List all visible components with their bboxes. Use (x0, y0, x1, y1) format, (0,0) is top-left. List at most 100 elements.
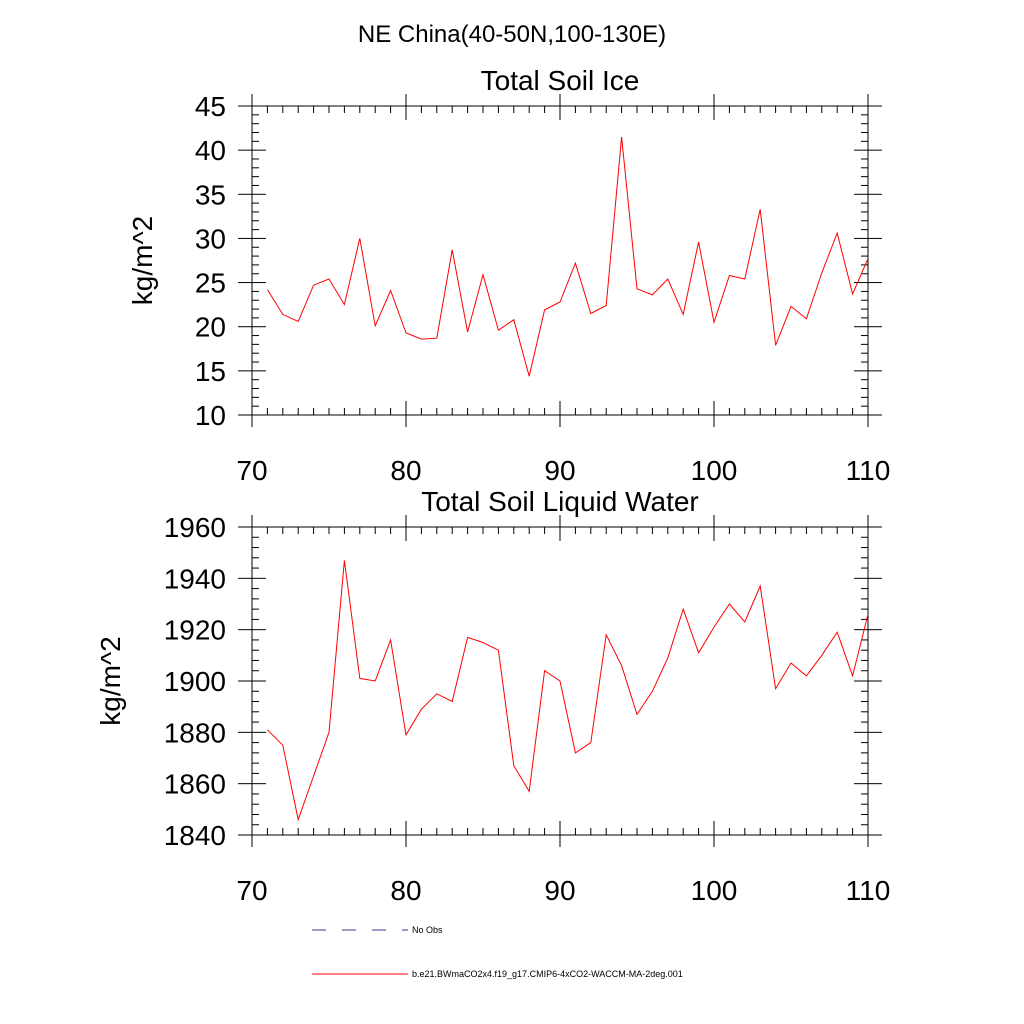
total-soil-ice-data-point-108 (834, 230, 840, 236)
total-soil-ice-data-point-109 (850, 291, 856, 297)
total-soil-ice-data-point-83 (449, 247, 455, 253)
total-soil-liquid-water-data-point-75 (326, 729, 332, 735)
total-soil-liquid-water-data-point-88 (526, 788, 532, 794)
total-soil-liquid-water-data-point-86 (495, 647, 501, 653)
total-soil-liquid-water-x-tick-label-70: 70 (236, 875, 267, 906)
total-soil-ice-data-point-88 (526, 373, 532, 379)
total-soil-ice-data-point-78 (372, 323, 378, 329)
total-soil-ice-data-point-93 (603, 303, 609, 309)
total-soil-ice-data-point-71 (264, 287, 270, 293)
total-soil-liquid-water-data-point-102 (742, 619, 748, 625)
total-soil-ice-data-point-72 (280, 311, 286, 317)
total-soil-liquid-water-data-point-97 (665, 655, 671, 661)
total-soil-ice-data-point-91 (572, 260, 578, 266)
total-soil-ice-plot-frame (251, 105, 869, 416)
legend-label-no-obs: No Obs (412, 925, 443, 935)
total-soil-liquid-water-data-point-81 (418, 706, 424, 712)
total-soil-liquid-water-data-point-83 (449, 699, 455, 705)
total-soil-liquid-water-data-point-107 (819, 652, 825, 658)
total-soil-ice-x-tick-label-70: 70 (236, 455, 267, 486)
total-soil-ice-data-point-100 (711, 319, 717, 325)
total-soil-ice-data-point-84 (465, 329, 471, 335)
total-soil-liquid-water-data-point-82 (434, 691, 440, 697)
total-soil-liquid-water-data-point-84 (465, 634, 471, 640)
total-soil-ice-y-tick-label-35: 35 (195, 179, 226, 210)
total-soil-liquid-water-data-point-87 (511, 763, 517, 769)
total-soil-ice-data-point-85 (480, 272, 486, 278)
total-soil-ice-x-tick-label-90: 90 (544, 455, 575, 486)
total-soil-liquid-water-data-point-105 (788, 660, 794, 666)
total-soil-liquid-water-y-tick-label-1840: 1840 (164, 820, 226, 851)
total-soil-liquid-water-data-point-72 (280, 742, 286, 748)
total-soil-liquid-water-data-point-76 (341, 557, 347, 563)
total-soil-ice-data-point-82 (434, 335, 440, 341)
total-soil-ice-data-point-103 (757, 206, 763, 212)
legend: No Obs b.e21.BWmaCO2x4.f19_g17.CMIP6-4xC… (312, 925, 683, 979)
total-soil-liquid-water-y-tick-label-1920: 1920 (164, 615, 226, 646)
total-soil-ice-data-point-95 (634, 286, 640, 292)
total-soil-ice-x-tick-label-110: 110 (846, 455, 891, 486)
total-soil-liquid-water-data-point-71 (264, 727, 270, 733)
chart-panel-soil-ice: Total Soil Ice kg/m^2 70 80 90 100 110 10 15 20 25… (127, 65, 890, 486)
total-soil-liquid-water-y-tick-label-1900: 1900 (164, 666, 226, 697)
total-soil-ice-data-point-87 (511, 317, 517, 323)
total-soil-liquid-water-data-point-92 (588, 740, 594, 746)
total-soil-liquid-water-data-point-73 (295, 817, 301, 823)
total-soil-liquid-water-data-point-79 (388, 637, 394, 643)
total-soil-ice-series-line-0 (266, 136, 869, 377)
total-soil-ice-data-point-86 (495, 327, 501, 333)
total-soil-ice-data-point-75 (326, 276, 332, 282)
total-soil-liquid-water-x-tick-label-80: 80 (390, 875, 421, 906)
total-soil-liquid-water-data-point-94 (619, 663, 625, 669)
total-soil-liquid-water-title: Total Soil Liquid Water (421, 486, 699, 517)
total-soil-ice-x-tick-label-100: 100 (691, 455, 738, 486)
total-soil-ice-data-point-76 (341, 302, 347, 308)
total-soil-liquid-water-data-point-96 (649, 688, 655, 694)
total-soil-liquid-water-data-point-106 (803, 673, 809, 679)
total-soil-liquid-water-data-point-90 (557, 678, 563, 684)
total-soil-liquid-water-x-tick-label-110: 110 (846, 875, 891, 906)
total-soil-liquid-water-x-tick-label-100: 100 (691, 875, 738, 906)
total-soil-ice-data-point-90 (557, 299, 563, 305)
total-soil-ice-data-point-102 (742, 276, 748, 282)
total-soil-liquid-water-data-point-98 (680, 606, 686, 612)
total-soil-liquid-water-x-tick-label-90: 90 (544, 875, 575, 906)
total-soil-ice-y-tick-label-20: 20 (195, 312, 226, 343)
total-soil-ice-y-tick-label-45: 45 (195, 91, 226, 122)
legend-label-model-run: b.e21.BWmaCO2x4.f19_g17.CMIP6-4xCO2-WACC… (412, 969, 683, 979)
total-soil-liquid-water-y-tick-label-1940: 1940 (164, 563, 226, 594)
total-soil-liquid-water-data-point-91 (572, 750, 578, 756)
total-soil-ice-data-point-107 (819, 270, 825, 276)
total-soil-ice-data-point-73 (295, 318, 301, 324)
total-soil-ice-data-point-81 (418, 336, 424, 342)
total-soil-ice-data-point-106 (803, 316, 809, 322)
total-soil-liquid-water-data-point-95 (634, 711, 640, 717)
figure-title: NE China(40-50N,100-130E) (358, 21, 666, 48)
total-soil-liquid-water-data-point-101 (726, 601, 732, 607)
total-soil-liquid-water-data-point-78 (372, 678, 378, 684)
total-soil-liquid-water-data-point-103 (757, 583, 763, 589)
total-soil-liquid-water-data-point-74 (311, 773, 317, 779)
total-soil-liquid-water-data-point-85 (480, 640, 486, 646)
total-soil-ice-data-point-94 (619, 134, 625, 140)
total-soil-ice-data-point-74 (311, 282, 317, 288)
total-soil-liquid-water-data-point-100 (711, 624, 717, 630)
total-soil-ice-data-point-104 (773, 342, 779, 348)
total-soil-ice-data-point-98 (680, 311, 686, 317)
total-soil-ice-y-axis-label: kg/m^2 (127, 216, 158, 305)
total-soil-liquid-water-data-point-108 (834, 629, 840, 635)
total-soil-ice-title: Total Soil Ice (481, 65, 640, 96)
total-soil-liquid-water-y-tick-label-1860: 1860 (164, 769, 226, 800)
total-soil-liquid-water-data-point-104 (773, 686, 779, 692)
total-soil-ice-data-point-89 (542, 307, 548, 313)
total-soil-liquid-water-series-line-0 (267, 560, 869, 822)
total-soil-ice-y-tick-label-30: 30 (195, 223, 226, 254)
total-soil-ice-data-point-77 (357, 235, 363, 241)
total-soil-ice-data-point-110 (865, 256, 871, 262)
total-soil-liquid-water-data-point-99 (696, 650, 702, 656)
total-soil-liquid-water-y-tick-label-1960: 1960 (164, 512, 226, 543)
chart-panel-soil-liquid-water: Total Soil Liquid Water kg/m^2 70 80 90 100 11… (95, 486, 890, 906)
total-soil-liquid-water-data-point-93 (603, 632, 609, 638)
total-soil-ice-data-point-92 (588, 311, 594, 317)
